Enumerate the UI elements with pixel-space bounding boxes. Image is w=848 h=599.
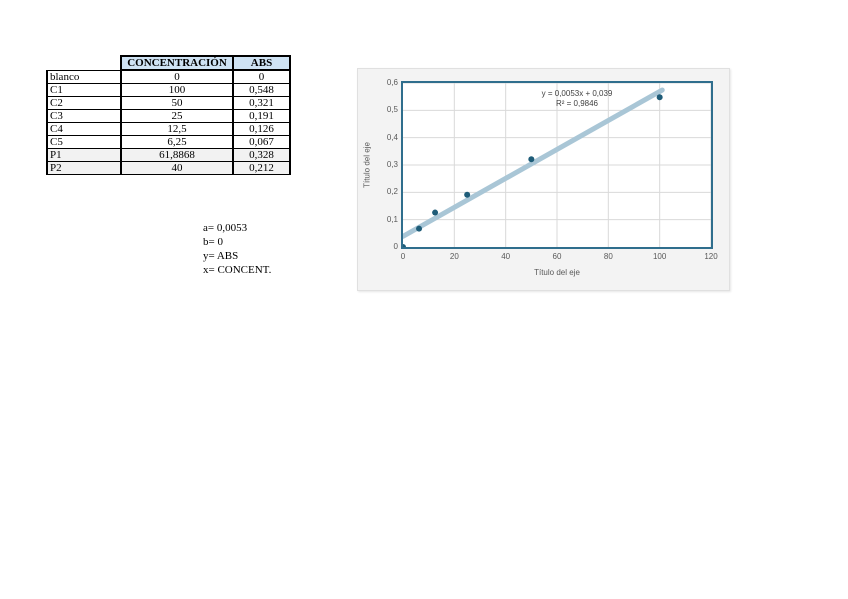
table-header-blank [47,56,121,70]
y-tick-label: 0,4 [386,132,398,142]
table-cell: blanco [46,69,122,84]
table-header-concentracion: CONCENTRACIÓN [120,55,234,71]
plot-area: y = 0,0053x + 0,039 R² = 0,9846 [401,81,713,249]
table-cell: P1 [46,148,122,162]
table-cell: 100 [120,83,234,97]
note-line: y= ABS [203,250,239,262]
data-point [403,244,406,247]
table-cell: 50 [120,96,234,110]
x-tick-label: 120 [704,252,718,261]
y-tick-label: 0,1 [386,214,398,224]
table-cell: P2 [46,161,122,175]
x-axis-title: Título del eje [534,268,580,277]
trendline-label: y = 0,0053x + 0,039 R² = 0,9846 [542,89,613,109]
table-cell: 0 [120,69,234,84]
y-tick-label: 0,5 [386,105,398,115]
data-point [416,225,423,232]
y-tick-label: 0,2 [386,187,398,197]
table-row: C1 100 0,548 [46,83,291,97]
y-tick-label: 0 [393,242,398,251]
table-row: C4 12,5 0,126 [46,122,291,136]
x-tick-label: 40 [501,252,511,261]
table-cell: 0,191 [232,109,291,123]
data-point [432,209,439,216]
note-line: b= 0 [203,236,223,248]
y-tick-label: 0,6 [386,78,398,87]
trendline-equation: y = 0,0053x + 0,039 [541,89,613,98]
table-cell: C2 [46,96,122,110]
x-tick-label: 20 [449,252,459,261]
table-cell: C5 [46,135,122,149]
table-cell: 0 [232,69,291,84]
table-cell: 25 [120,109,234,123]
table-cell: 0,321 [232,96,291,110]
data-point [528,156,535,163]
data-point [464,191,471,198]
table-cell: 0,328 [232,148,291,162]
table-row: C3 25 0,191 [46,109,291,123]
table-row: P1 61,8868 0,328 [46,148,291,162]
table-cell: 0,212 [232,161,291,175]
note-line: x= CONCENT. [203,264,272,276]
table-row: C2 50 0,321 [46,96,291,110]
x-tick-label: 80 [603,252,613,261]
trendline [403,87,665,239]
trendline-r-squared: R² = 0,9846 [555,99,599,108]
table-row: blanco 0 0 [46,69,291,84]
calibration-chart: Título del eje Título del eje y = 0,0053… [357,68,730,291]
data-point [656,94,663,101]
x-tick-label: 0 [400,252,406,261]
table-cell: C3 [46,109,122,123]
table-cell: 0,067 [232,135,291,149]
calibration-notes: a= 0,0053 b= 0 y= ABS x= CONCENT. [203,221,271,277]
note-line: a= 0,0053 [203,222,248,234]
table-cell: 40 [120,161,234,175]
table-cell: 12,5 [120,122,234,136]
table-header-abs: ABS [232,55,291,71]
concentration-table: CONCENTRACIÓN ABS blanco 0 0 C1 100 0,548 C2 50… [46,55,291,175]
scatter-plot-svg [403,83,711,247]
table-cell: C1 [46,83,122,97]
x-tick-label: 100 [652,252,667,261]
table-cell: 6,25 [120,135,234,149]
table-cell: 61,8868 [120,148,234,162]
y-tick-label: 0,3 [386,160,398,169]
x-tick-label: 60 [552,252,562,261]
table-cell: 0,548 [232,83,291,97]
table-cell: 0,126 [232,122,291,136]
table-header-row: CONCENTRACIÓN ABS [47,55,291,71]
table-row: P2 40 0,212 [46,161,291,175]
table-row: C5 6,25 0,067 [46,135,291,149]
table-cell: C4 [46,122,122,136]
